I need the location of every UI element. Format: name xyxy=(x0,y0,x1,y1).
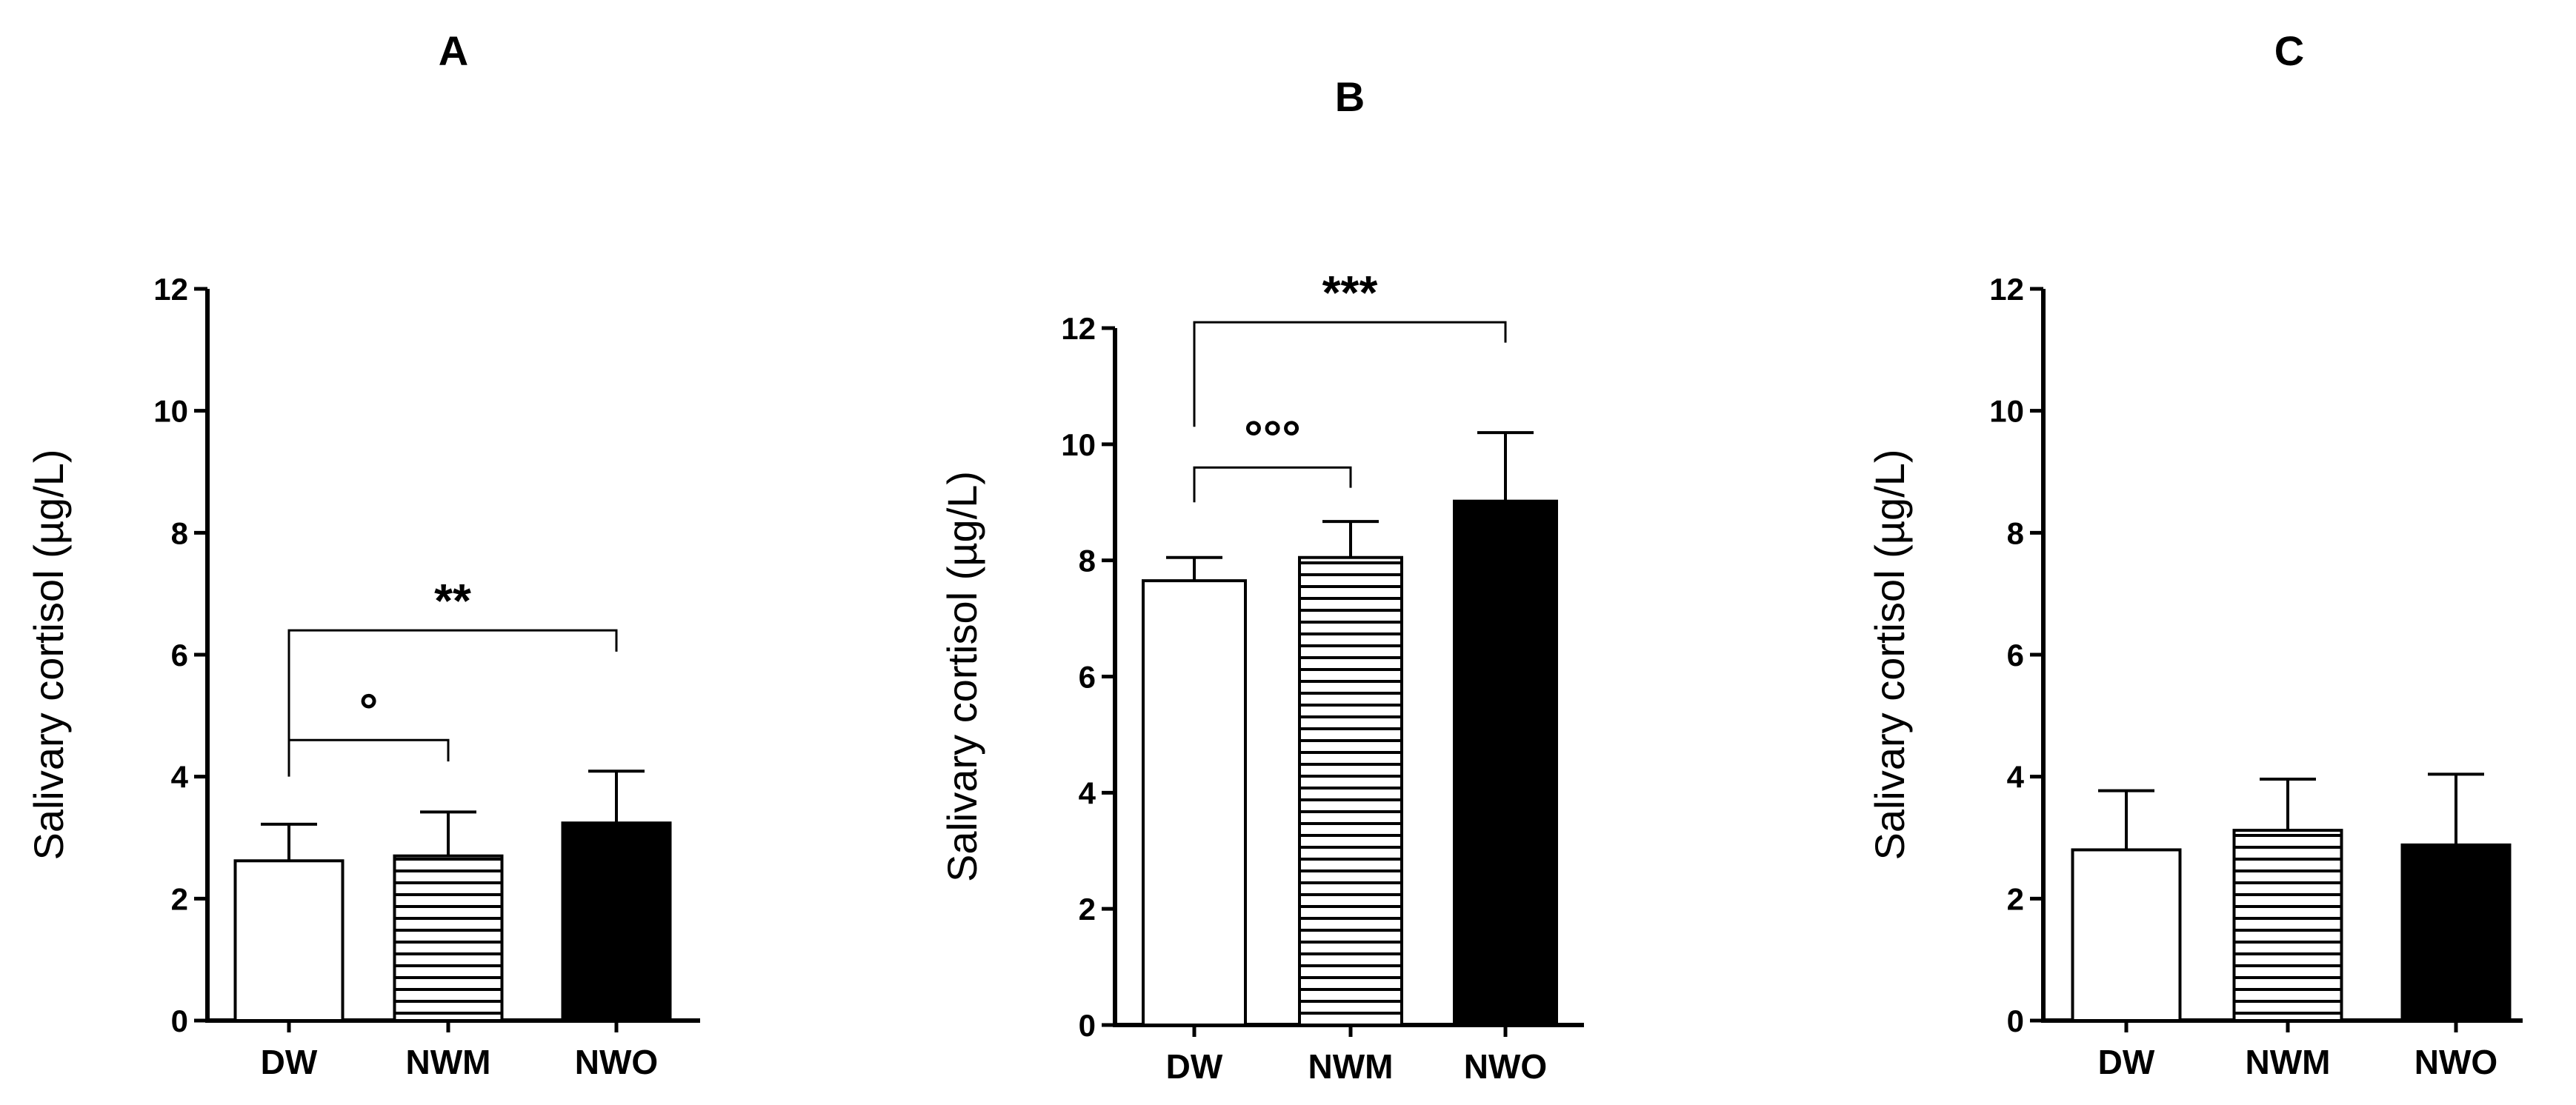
x-tick-label: NWO xyxy=(2414,1043,2497,1081)
y-tick-label: 6 xyxy=(2007,638,2024,672)
y-tick-label: 4 xyxy=(1079,775,1096,810)
x-tick-label: DW xyxy=(2098,1043,2155,1081)
bar-dw xyxy=(233,859,345,1022)
significance-label: ° xyxy=(359,684,379,737)
y-tick-label: 2 xyxy=(1079,892,1096,927)
y-tick-label: 0 xyxy=(2007,1004,2024,1038)
bar-nwm xyxy=(1298,555,1403,1026)
significance-bracket xyxy=(1193,466,1352,503)
significance-label: °°° xyxy=(1244,411,1301,464)
x-tick-label: NWM xyxy=(1308,1047,1394,1086)
bar-nwo xyxy=(1453,499,1558,1026)
y-tick-label: 0 xyxy=(1079,1008,1096,1043)
y-tick-label: 6 xyxy=(1079,660,1096,695)
x-tick-label: DW xyxy=(1166,1047,1223,1086)
y-axis-label: Salivary cortisol (µg/L) xyxy=(25,449,72,860)
y-tick-label: 8 xyxy=(1079,544,1096,578)
y-tick-label: 8 xyxy=(171,515,188,550)
significance-label: *** xyxy=(1322,266,1378,319)
y-tick-label: 4 xyxy=(2007,760,2025,795)
panel-b: B Salivary cortisol (µg/L) 0 2 4 6 8 10 12 DW NW… xyxy=(939,73,1584,1086)
panel-c: C Salivary cortisol (µg/L) 0 2 4 6 8 10 12 DW NW… xyxy=(1866,27,2523,1081)
y-tick-label: 2 xyxy=(2007,881,2024,916)
x-tick-label: NWM xyxy=(2246,1043,2331,1081)
significance-bracket xyxy=(287,738,450,777)
y-tick-label: 0 xyxy=(171,1004,188,1038)
bar-dw xyxy=(2071,848,2182,1023)
y-tick-label: 12 xyxy=(1061,311,1096,346)
y-tick-label: 10 xyxy=(1989,394,2024,429)
panel-title: C xyxy=(2274,27,2304,74)
bar-nwo xyxy=(2400,843,2512,1022)
significance-label: ** xyxy=(434,574,471,627)
y-tick-label: 10 xyxy=(153,394,188,429)
y-tick-label: 6 xyxy=(171,638,188,672)
y-tick-label: 4 xyxy=(171,760,189,795)
y-tick-label: 8 xyxy=(2007,515,2024,550)
bar-nwm xyxy=(393,854,504,1022)
y-tick-label: 2 xyxy=(171,881,188,916)
y-tick-label: 12 xyxy=(1989,272,2024,307)
bar-dw xyxy=(1142,579,1247,1026)
panel-title: B xyxy=(1335,73,1365,120)
significance-bracket xyxy=(287,629,618,741)
y-axis-label: Salivary cortisol (µg/L) xyxy=(939,471,985,882)
x-tick-label: DW xyxy=(261,1043,318,1081)
y-tick-label: 10 xyxy=(1061,427,1096,462)
panel-a: A Salivary cortisol (µg/L) 0 2 4 6 8 10 12 DW NW… xyxy=(25,27,700,1081)
y-tick-label: 12 xyxy=(153,272,188,307)
x-tick-label: NWM xyxy=(406,1043,491,1081)
significance-bracket xyxy=(1193,321,1507,427)
panel-title: A xyxy=(439,27,468,74)
y-axis-label: Salivary cortisol (µg/L) xyxy=(1866,449,1913,860)
bar-nwm xyxy=(2232,829,2343,1022)
x-tick-label: NWO xyxy=(575,1043,658,1081)
x-tick-label: NWO xyxy=(1464,1047,1547,1086)
bar-nwo xyxy=(561,821,672,1022)
